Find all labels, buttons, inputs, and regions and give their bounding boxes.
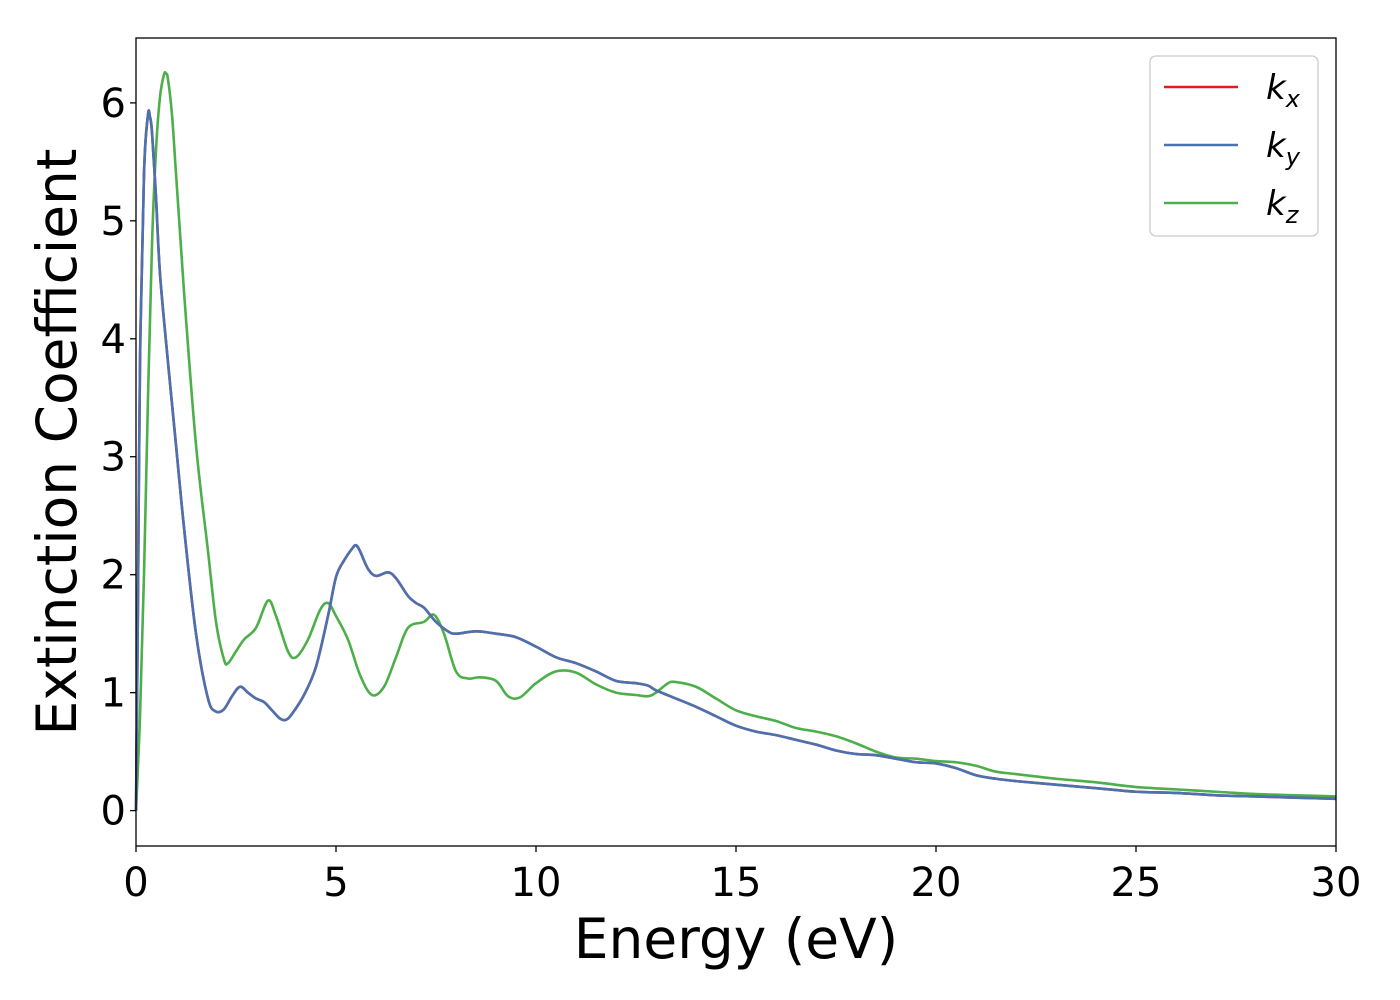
x-tick-label: 5: [323, 860, 348, 906]
axis-ticks: 0 5 10 15 20 25 30 0 1 2 3 4 5 6: [101, 81, 1362, 906]
y-tick-label: 0: [101, 789, 126, 835]
legend-label-y: ky: [1266, 126, 1301, 171]
y-tick-label: 1: [101, 671, 126, 717]
legend-label-x: kx: [1266, 68, 1301, 113]
y-tick-label: 6: [101, 81, 126, 127]
x-tick-label: 20: [911, 860, 962, 906]
x-tick-label: 25: [1111, 860, 1162, 906]
legend-label-z: kz: [1266, 184, 1300, 229]
y-tick-label: 2: [101, 553, 126, 599]
y-tick-label: 5: [101, 199, 126, 245]
y-tick-label: 3: [101, 435, 126, 481]
series-line-y: [134, 109, 1337, 811]
x-tick-label: 0: [123, 860, 148, 906]
x-tick-label: 15: [711, 860, 762, 906]
legend: kx ky kz: [1149, 55, 1319, 237]
y-tick-label: 4: [101, 317, 126, 363]
series-lines: [134, 70, 1337, 811]
series-line-z: [134, 70, 1337, 811]
x-axis-label: Energy (eV): [574, 907, 898, 971]
x-tick-label: 30: [1311, 860, 1362, 906]
y-axis-label: Extinction Coefficient: [25, 149, 89, 736]
x-tick-label: 10: [511, 860, 562, 906]
